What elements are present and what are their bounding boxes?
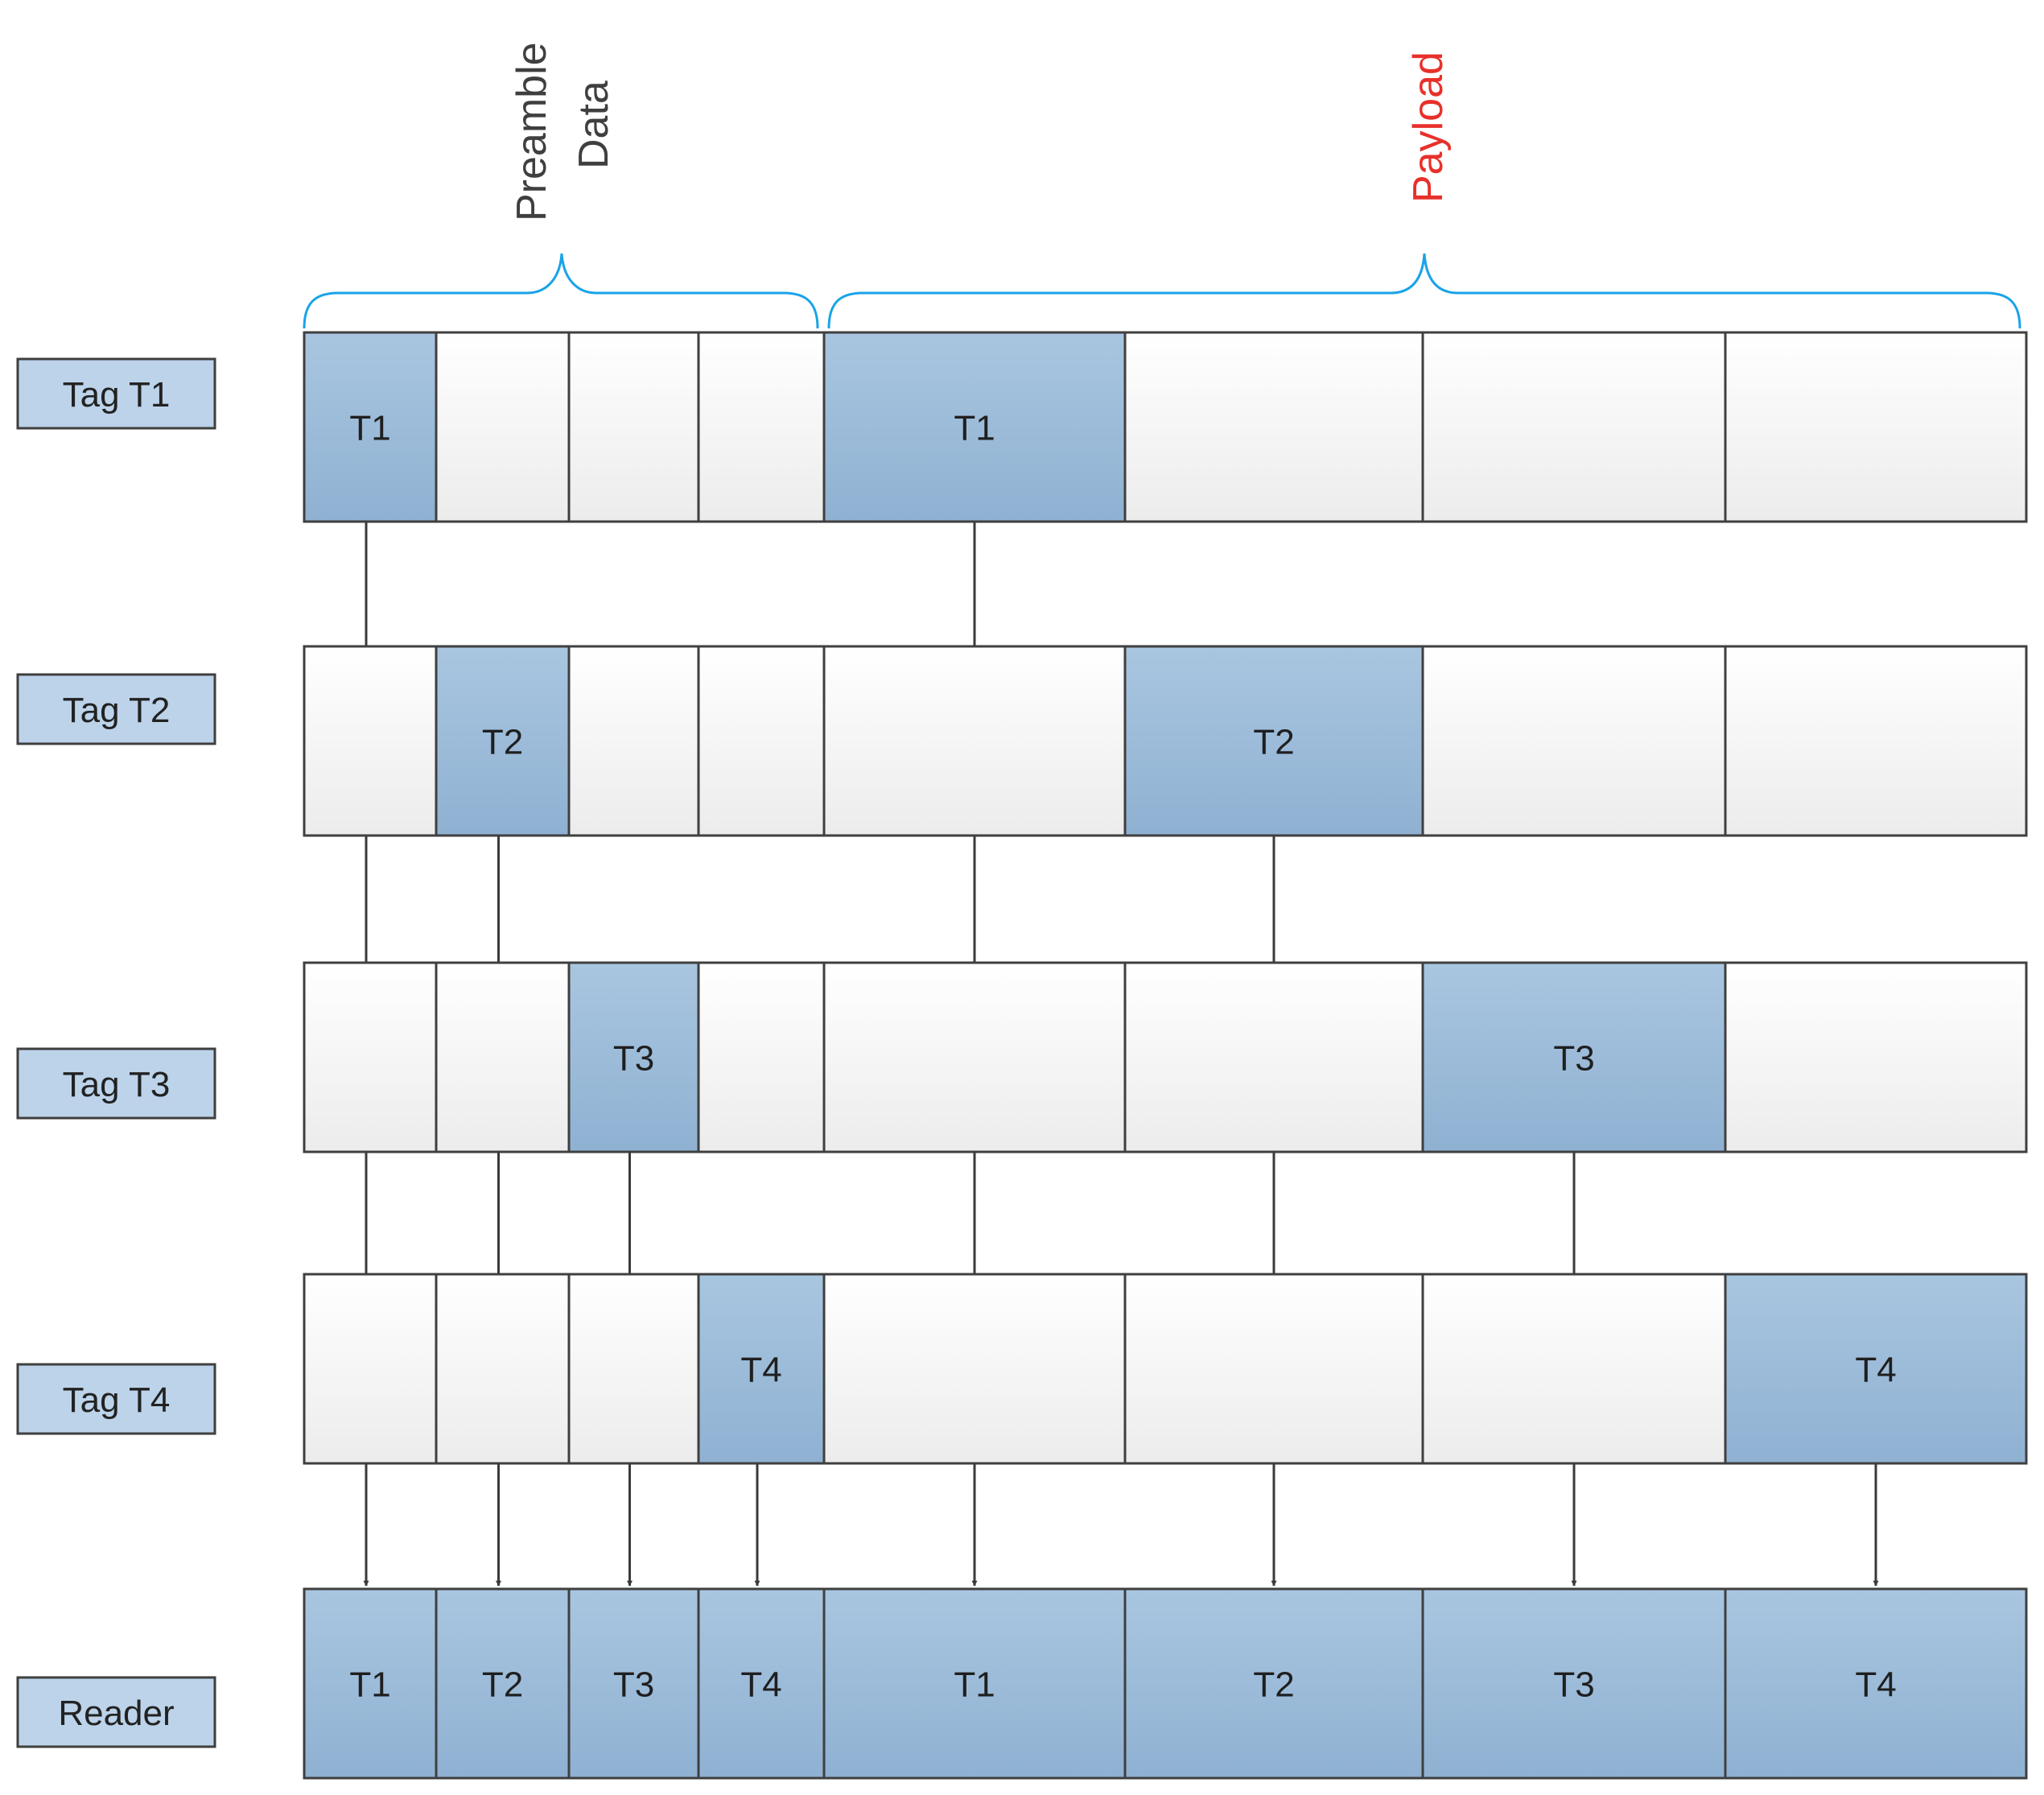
- row-label-tag-t4: Tag T4: [63, 1380, 171, 1420]
- row-reader: Reader T1 T2 T3 T4 T1 T2 T3 T4: [16, 1587, 2028, 1780]
- payload-brace: [827, 253, 2021, 329]
- slot-label: T2: [1253, 1665, 1294, 1705]
- slot-cell: [567, 645, 700, 837]
- slot-cell: [303, 331, 438, 523]
- slot-cell: [1421, 645, 1727, 837]
- slot-cell: [567, 1587, 700, 1780]
- slot-cell: [1724, 1587, 2028, 1780]
- slot-cell: [435, 1273, 571, 1465]
- slot-cell: [1724, 961, 2028, 1153]
- slot-cell: [822, 645, 1127, 837]
- row-tag-t2: Tag T2 T2 T2: [16, 645, 2028, 837]
- slot-cell: [303, 645, 438, 837]
- row-label-box-tag-t4: [16, 1363, 216, 1435]
- slot-cell: [567, 331, 700, 523]
- slot-cell: [1123, 1587, 1424, 1780]
- slot-label: T2: [1253, 723, 1294, 762]
- slot-label: T1: [954, 1665, 995, 1705]
- slot-label: T4: [740, 1351, 781, 1390]
- slot-label: T3: [1553, 1039, 1594, 1079]
- row-label-tag-t2: Tag T2: [63, 691, 171, 730]
- slot-cell: [1123, 645, 1424, 837]
- slot-label: T4: [740, 1665, 781, 1705]
- slot-cell: [697, 1273, 826, 1465]
- slot-cell: [435, 961, 571, 1153]
- slot-cell: [1421, 1587, 1727, 1780]
- slot-cell: [1123, 1273, 1424, 1465]
- row-label-box-reader: [16, 1676, 216, 1748]
- slot-cell: [697, 331, 826, 523]
- slot-label: T1: [954, 409, 995, 448]
- row-label-tag-t3: Tag T3: [63, 1065, 171, 1104]
- slot-cell: [567, 1273, 700, 1465]
- row-tag-t4: Tag T4 T4 T4: [16, 1273, 2028, 1465]
- slot-cell: [1724, 1273, 2028, 1465]
- row-label-tag-t1: Tag T1: [63, 375, 171, 415]
- preamble-label: Preamble: [509, 42, 555, 221]
- slot-label: T2: [482, 723, 523, 762]
- slot-label: T3: [613, 1665, 654, 1705]
- slot-label: T2: [482, 1665, 523, 1705]
- slot-cell: [1123, 331, 1424, 523]
- slot-label: T1: [349, 1665, 390, 1705]
- slot-cell: [822, 961, 1127, 1153]
- header: Preamble Data Payload: [303, 42, 2021, 329]
- slot-cell: [303, 1587, 438, 1780]
- slot-label: T3: [1553, 1665, 1594, 1705]
- slot-cell: [567, 961, 700, 1153]
- slot-cell: [1421, 1273, 1727, 1465]
- slot-cell: [1724, 331, 2028, 523]
- slot-cell: [822, 1587, 1127, 1780]
- slot-cell: [303, 961, 438, 1153]
- slot-cell: [697, 961, 826, 1153]
- slot-cell: [697, 1587, 826, 1780]
- row-tag-t3: Tag T3 T3 T3: [16, 961, 2028, 1153]
- slot-cell: [822, 1273, 1127, 1465]
- slot-rows: Tag T1 T1 T1 Tag T2 T2 T2 Tag T3 T3 T3 Tag T4 T4 T4…: [16, 331, 2028, 1780]
- row-label-box-tag-t3: [16, 1047, 216, 1120]
- slot-cell: [822, 331, 1127, 523]
- slot-label: T4: [1855, 1665, 1896, 1705]
- slot-label: T4: [1855, 1351, 1896, 1390]
- slot-cell: [697, 645, 826, 837]
- row-label-box-tag-t1: [16, 357, 216, 430]
- row-label-box-tag-t2: [16, 673, 216, 745]
- slot-label: T3: [613, 1039, 654, 1079]
- slot-cell: [1421, 961, 1727, 1153]
- slot-cell: [1724, 645, 2028, 837]
- slot-label: T1: [349, 409, 390, 448]
- payload-label: Payload: [1405, 52, 1452, 203]
- slot-cell: [1123, 961, 1424, 1153]
- row-tag-t1: Tag T1 T1 T1: [16, 331, 2028, 523]
- slot-cell: [1421, 331, 1727, 523]
- slot-cell: [435, 331, 571, 523]
- preamble-brace: [303, 253, 819, 329]
- preamble-data-label: Data: [571, 80, 617, 169]
- slot-cell: [435, 1587, 571, 1780]
- slot-cell: [303, 1273, 438, 1465]
- row-label-reader: Reader: [58, 1694, 174, 1733]
